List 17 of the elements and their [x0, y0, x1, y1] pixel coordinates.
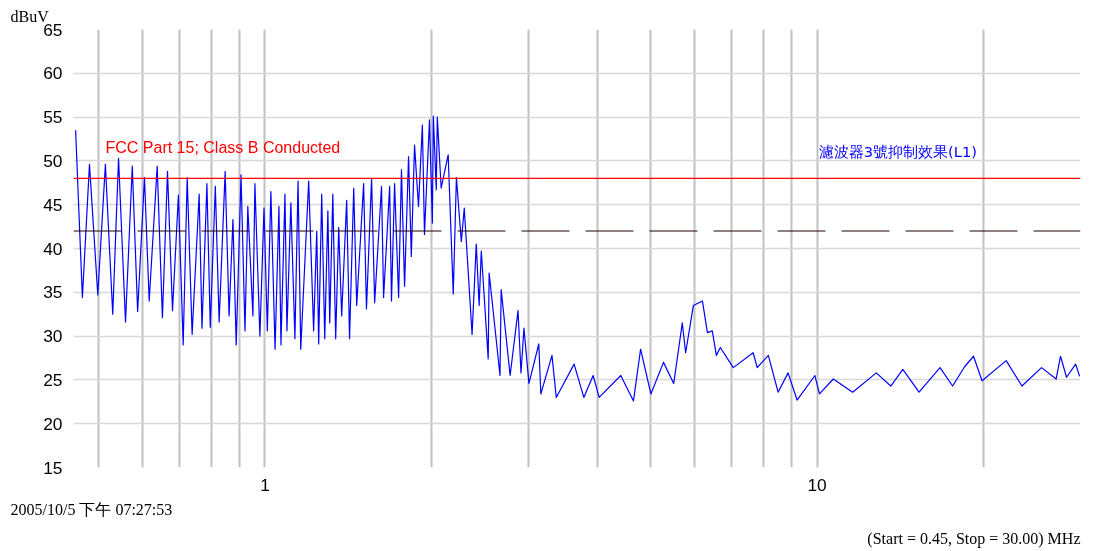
y-tick-label: 45 [43, 194, 63, 215]
y-axis-title: dBuV [10, 7, 50, 25]
text: 2005/10/5 下午 07:27:53 [10, 500, 173, 518]
ref-line-label: FCC Part 15; Class B Conducted [105, 139, 341, 157]
y-tick-label: 25 [43, 369, 63, 390]
y-tick-label: 55 [43, 107, 63, 128]
y-tick-label: 15 [43, 457, 63, 478]
y-tick-label: 50 [43, 150, 63, 171]
y-tick-label: 20 [43, 413, 63, 434]
y-tick-label: 60 [43, 63, 63, 84]
y-tick-label: 30 [43, 326, 63, 347]
y-tick-label: 40 [43, 238, 63, 259]
text: 濾波器3號抑制效果(L1) [818, 143, 977, 161]
y-tick-label: 35 [43, 282, 63, 303]
text: (Start = 0.45, Stop = 30.00) MHz [867, 529, 1081, 548]
x-tick-label: 1 [260, 474, 270, 495]
x-tick-label: 10 [807, 474, 827, 495]
